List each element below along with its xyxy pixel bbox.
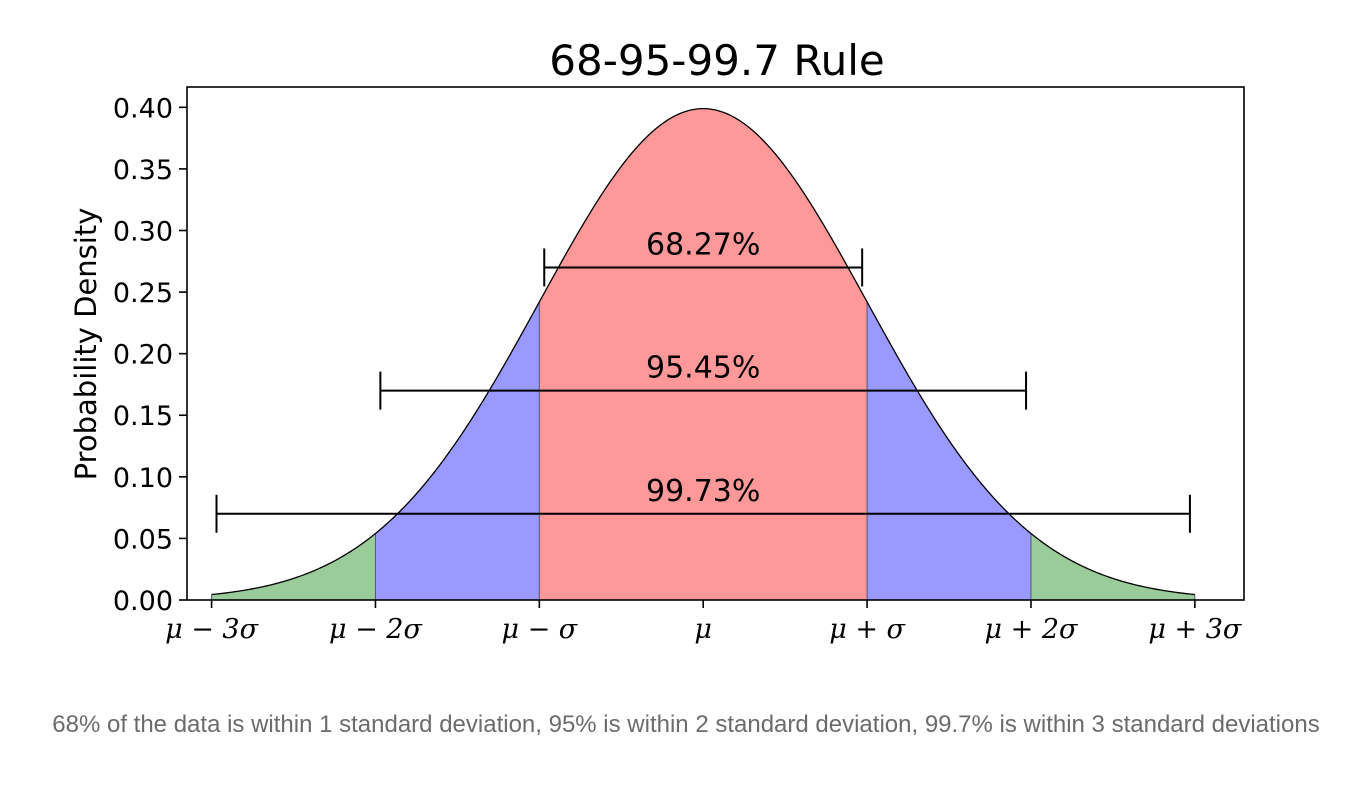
bracket-label-2: 99.73% — [646, 474, 760, 509]
chart-figure: 68-95-99.7 Rule Probability Density 68.2… — [69, 36, 1245, 645]
x-tick-label: μ — [694, 614, 712, 645]
x-tick-label: μ − 3σ — [165, 614, 260, 645]
y-axis-label: Probability Density — [69, 208, 103, 481]
x-axis-ticks: μ − 3σ μ − 2σ μ − σ μ μ + σ μ + 2σ μ + 3σ — [165, 600, 1243, 645]
y-tick-label: 0.35 — [113, 155, 173, 186]
figure-caption: 68% of the data is within 1 standard dev… — [52, 711, 1320, 738]
region-2 — [867, 301, 1031, 600]
region-0 — [539, 108, 868, 600]
plot-frame — [186, 86, 1245, 601]
y-axis-ticks: 0.00 0.05 0.10 0.15 0.20 0.25 0.30 0.35 0.40 — [113, 93, 187, 617]
region-4 — [1030, 533, 1195, 600]
pdf-curve — [211, 107, 1195, 596]
y-tick-label: 0.40 — [113, 93, 173, 124]
region-1 — [375, 301, 540, 600]
bracket-label-0: 68.27% — [646, 227, 760, 262]
y-tick-label: 0.00 — [113, 586, 173, 617]
x-tick-label: μ + σ — [829, 614, 906, 645]
bracket-label-1: 95.45% — [646, 351, 760, 386]
y-tick-label: 0.05 — [113, 524, 173, 555]
y-tick-label: 0.30 — [113, 216, 173, 247]
y-tick-label: 0.20 — [113, 340, 173, 371]
x-tick-label: μ − 2σ — [329, 614, 424, 645]
x-tick-label: μ + 2σ — [984, 614, 1079, 645]
region-3 — [211, 533, 376, 600]
x-tick-label: μ + 3σ — [1148, 614, 1243, 645]
y-tick-label: 0.10 — [113, 463, 173, 494]
percent-brackets: 68.27% 95.45% 99.73% — [215, 227, 1191, 533]
y-tick-label: 0.25 — [113, 278, 173, 309]
y-tick-label: 0.15 — [113, 401, 173, 432]
region-boundaries — [211, 301, 1196, 600]
chart-title: 68-95-99.7 Rule — [549, 36, 885, 85]
x-tick-label: μ − σ — [501, 614, 578, 645]
shaded-regions — [211, 108, 1195, 600]
